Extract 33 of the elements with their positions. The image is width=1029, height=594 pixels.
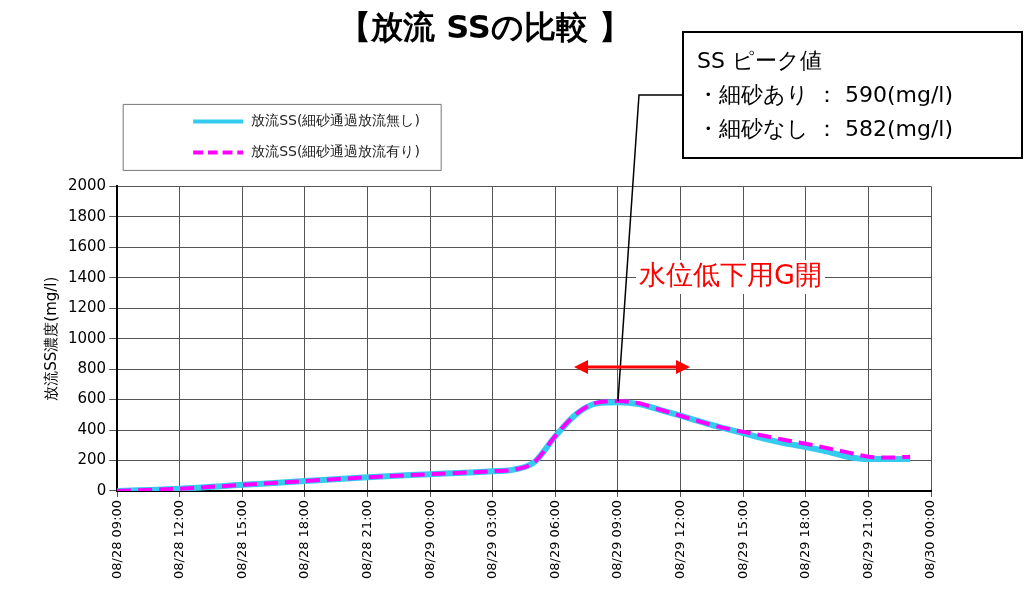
- annotation: 水位低下用G開: [639, 259, 822, 291]
- y-tick-label: 0: [96, 480, 107, 499]
- legend-label: 放流SS(細砂通過放流無し): [251, 112, 420, 129]
- x-tick-label: 08/29 00:00: [421, 499, 437, 579]
- text: ・細砂なし ： 582(mg/l): [697, 115, 954, 141]
- text: ・細砂あり ： 590(mg/l): [697, 81, 954, 107]
- x-tick-label: 08/30 00:00: [922, 499, 938, 579]
- y-tick-label: 200: [77, 450, 107, 469]
- y-tick-label: 1600: [67, 237, 107, 256]
- x-tick-label: 08/29 09:00: [609, 499, 625, 579]
- x-tick-label: 08/28 15:00: [233, 499, 249, 579]
- y-axis-title: 放流SS濃度(mg/l): [41, 276, 60, 401]
- x-tick-label: 08/29 12:00: [671, 499, 687, 579]
- x-tick-label: 08/28 12:00: [171, 499, 187, 579]
- x-tick-label: 08/28 18:00: [296, 499, 312, 579]
- y-tick-label: 800: [77, 359, 107, 378]
- x-tick-label: 08/29 21:00: [859, 499, 875, 579]
- x-tick-label: 08/29 18:00: [797, 499, 813, 579]
- y-tick-label: 1800: [67, 206, 107, 225]
- y-tick-label: 1400: [67, 267, 107, 286]
- y-tick-label: 1200: [67, 298, 107, 317]
- x-tick-label: 08/28 21:00: [358, 499, 374, 579]
- x-tick-label: 08/29 06:00: [546, 499, 562, 579]
- y-tick-label: 600: [77, 389, 107, 408]
- y-tick-label: 400: [77, 419, 107, 438]
- y-tick-label: 2000: [67, 176, 107, 195]
- y-tick-label: 1000: [67, 328, 107, 347]
- x-tick-label: 08/29 15:00: [734, 499, 750, 579]
- x-tick-label: 08/28 09:00: [108, 499, 124, 579]
- chart-title: 【放流 SSの比較 】: [339, 7, 631, 46]
- legend-label: 放流SS(細砂通過放流有り): [251, 143, 420, 160]
- x-tick-label: 08/29 03:00: [484, 499, 500, 579]
- annotation: SS ピーク値: [697, 47, 822, 73]
